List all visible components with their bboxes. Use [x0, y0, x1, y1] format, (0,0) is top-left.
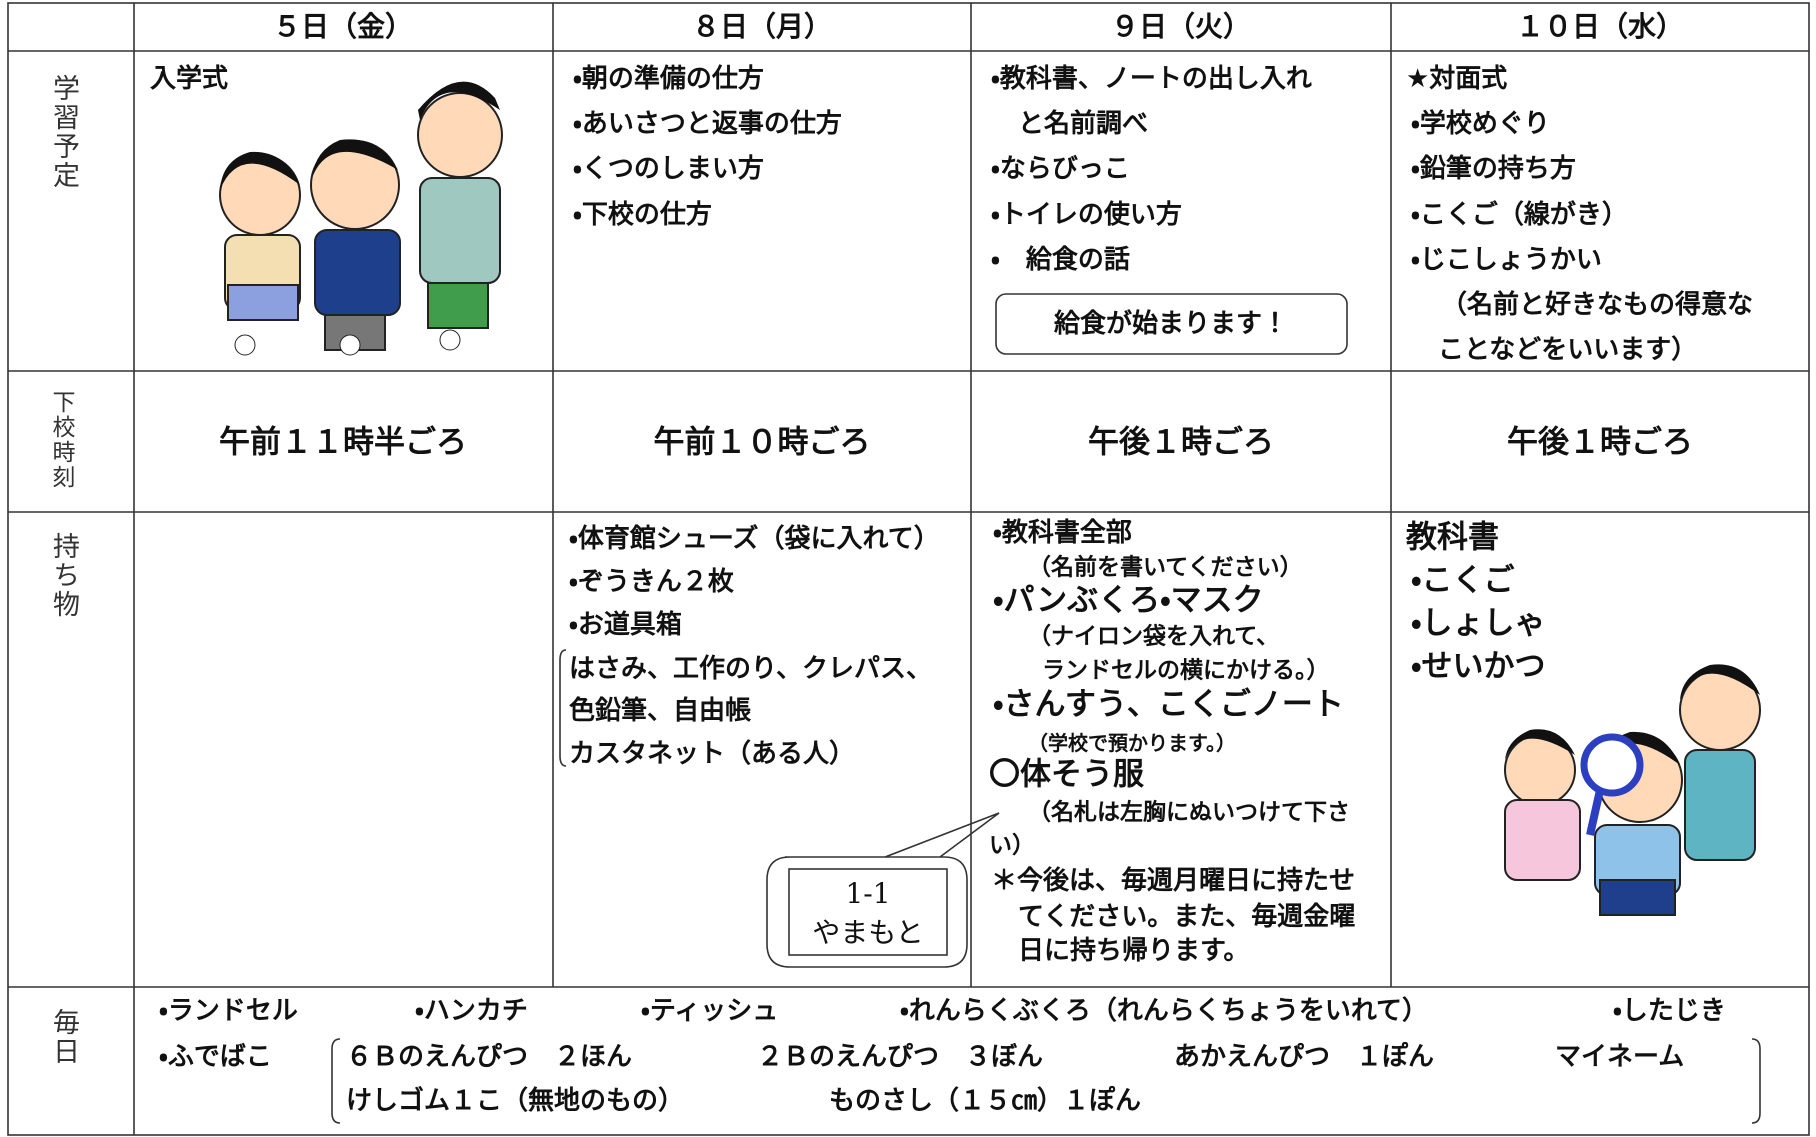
cell-line: ★対面式 — [1406, 64, 1508, 94]
daily-item: ・れんらくぶくろ（れんらくちょうをいれて） — [900, 996, 1429, 1026]
cell-line: ・お道具箱 — [569, 610, 682, 640]
cell-line: （ナイロン袋を入れて、 — [1028, 623, 1280, 650]
daily-item: ・ハンカチ — [415, 996, 528, 1026]
cell-line: 入学式 — [150, 64, 229, 94]
dismissal-time: 午前１１時半ごろ — [219, 424, 467, 461]
note-line: やまもと — [812, 916, 924, 949]
cell-line: 〇体そう服 — [989, 756, 1144, 793]
daily-item: ・したじき — [1613, 996, 1726, 1026]
day-header: ８日（月） — [691, 10, 833, 43]
cell-line: ＊今後は、毎週月曜日に持たせ — [991, 866, 1356, 896]
day-header: １０日（水） — [1515, 10, 1685, 43]
cell-line: ・教科書全部 — [993, 518, 1132, 548]
pencil-case-item: ものさし（１５㎝）１ぽん — [829, 1086, 1142, 1116]
cell-line: ・教科書、ノートの出し入れ — [991, 64, 1312, 94]
cell-line: ・せいかつ — [1411, 648, 1546, 685]
cell-line: 色鉛筆、自由帳 — [569, 696, 752, 726]
day-header: ５日（金） — [272, 10, 414, 43]
pencil-case-item: けしゴム１こ（無地のもの） — [346, 1086, 685, 1116]
cell-line: ・パンぶくろ・マスク — [993, 582, 1264, 619]
cell-line: ・しょしゃ — [1411, 605, 1546, 642]
cell-line: ・ぞうきん２枚 — [569, 567, 734, 597]
cell-line: 教科書 — [1406, 519, 1499, 556]
cell-line: （名前を書いてください） — [1028, 554, 1303, 581]
pencil-case-item: ６Ｂのえんぴつ ２ほん — [346, 1042, 633, 1072]
cell-line: ・さんすう、こくごノート — [993, 686, 1344, 723]
note-line: 1-1 — [845, 877, 891, 910]
cell-line: ・朝の準備の仕方 — [573, 64, 764, 94]
pencil-case-item: ２Ｂのえんぴつ ３ぼん — [757, 1042, 1044, 1072]
notice: 給食が始まります！ — [1053, 309, 1289, 339]
cell-line: ・トイレの使い方 — [991, 200, 1182, 230]
cell-line: ランドセルの横にかける。） — [1042, 657, 1330, 684]
cell-line: てください。また、毎週金曜 — [1018, 902, 1356, 932]
dismissal-time: 午前１０時ごろ — [653, 424, 871, 461]
cell-line: ・こくご（線がき） — [1411, 200, 1628, 230]
cell-line: （学校で預かります。） — [1028, 731, 1236, 755]
illustration-entrance — [219, 81, 503, 356]
cell-line: 日に持ち帰ります。 — [1018, 936, 1250, 966]
daily-item: ・ふでばこ — [159, 1042, 272, 1072]
cell-line: ・ならびっこ — [991, 154, 1130, 184]
dismissal-time: 午後１時ごろ — [1507, 424, 1693, 461]
cell-line: カスタネット（ある人） — [569, 739, 856, 769]
daily-item: ・ランドセル — [159, 996, 298, 1026]
pencil-case-item: あかえんぴつ １ぽん — [1174, 1042, 1435, 1072]
pencil-case-item: マイネーム — [1555, 1042, 1685, 1072]
row-label: 下校時刻 — [48, 390, 74, 490]
illustration-explore — [1504, 664, 1761, 916]
cell-line: ことなどをいいます） — [1438, 335, 1698, 365]
daily-item: ・ティッシュ — [641, 996, 779, 1026]
row-label: 学習予定 — [48, 74, 79, 190]
row-label: 毎日 — [48, 1008, 79, 1066]
cell-line: ・こくご — [1411, 562, 1515, 599]
cell-line: ・鉛筆の持ち方 — [1411, 154, 1576, 184]
cell-line: ・くつのしまい方 — [573, 154, 764, 184]
cell-line: （名札は左胸にぬいつけて下さ — [1028, 799, 1350, 826]
cell-line: ・学校めぐり — [1411, 109, 1550, 139]
day-header: ９日（火） — [1110, 10, 1252, 43]
row-label: 持ち物 — [48, 532, 79, 619]
cell-line: ・ 給食の話 — [991, 245, 1130, 275]
cell-line: ・あいさつと返事の仕方 — [573, 109, 842, 139]
cell-line: い） — [989, 832, 1035, 859]
cell-line: ・体育館シューズ（袋に入れて） — [569, 524, 940, 554]
cell-line: ・じこしょうかい — [1411, 245, 1602, 275]
cell-line: （名前と好きなもの得意な — [1441, 290, 1754, 320]
cell-line: と名前調べ — [1018, 109, 1149, 139]
cell-line: はさみ、工作のり、クレパス、 — [569, 654, 932, 684]
cell-line: ・下校の仕方 — [573, 200, 712, 230]
dismissal-time: 午後１時ごろ — [1088, 424, 1274, 461]
